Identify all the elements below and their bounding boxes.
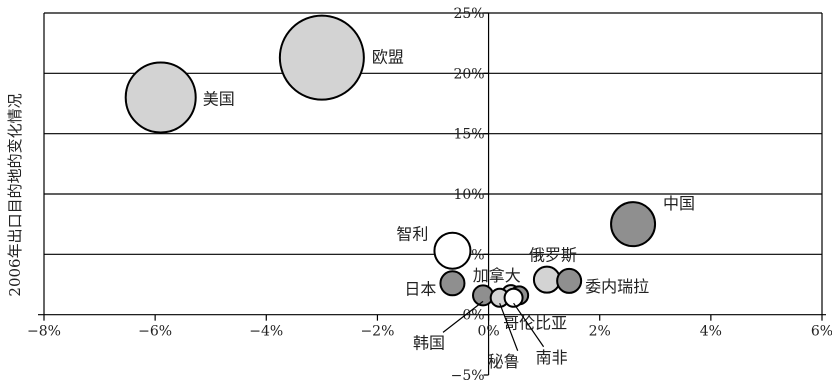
bubble-label: 委内瑞拉 xyxy=(585,277,649,296)
bubble-美国 xyxy=(124,61,197,134)
x-tick-label: 0% xyxy=(477,324,499,340)
bubble-label: 南非 xyxy=(536,348,568,367)
bubble-label: 中国 xyxy=(663,194,695,213)
bubble-南非 xyxy=(503,287,524,308)
leader-line xyxy=(513,302,545,348)
x-tick-label: −4% xyxy=(249,324,283,340)
grid-layer xyxy=(43,12,823,315)
bubble-委内瑞拉 xyxy=(556,267,583,294)
bubble-label: 哥伦比亚 xyxy=(503,313,567,332)
x-tick-label: −6% xyxy=(138,324,172,340)
y-tick-label: 25% xyxy=(453,6,484,22)
leader-line xyxy=(499,302,519,351)
bubble-欧盟 xyxy=(278,14,365,101)
y-axis-title: 2006年出口目的地的变化情况 xyxy=(6,93,24,296)
bubble-label: 美国 xyxy=(203,89,235,108)
x-tick-label: 4% xyxy=(700,324,722,340)
bubble-label: 加拿大 xyxy=(473,266,521,285)
bubble-日本 xyxy=(439,270,466,297)
x-tick-label: −8% xyxy=(27,324,61,340)
bubble-layer xyxy=(124,14,657,308)
bubble-label: 韩国 xyxy=(413,333,445,352)
y-tick-label: 0% xyxy=(462,308,484,324)
bubble-label: 秘鲁 xyxy=(488,352,520,371)
bubble-俄罗斯 xyxy=(532,265,561,294)
bubble-label: 欧盟 xyxy=(372,48,404,67)
bubble-label: 俄罗斯 xyxy=(529,246,577,265)
y-tick-label: 15% xyxy=(453,127,484,143)
x-tick-label: −2% xyxy=(360,324,394,340)
y-tick-label: 10% xyxy=(453,187,484,203)
bubble-中国 xyxy=(610,201,657,248)
axis-layer: −8% −6% −4% −2% 0% 2% 4% 6%−5%0%5%10%15%20%25% xyxy=(27,6,832,384)
x-tick-label: 2% xyxy=(589,324,611,340)
leader-line xyxy=(442,300,484,333)
bubble-智利 xyxy=(433,231,472,270)
y-tick-label: −5% xyxy=(451,368,485,384)
x-tick-label: 6% xyxy=(811,324,832,340)
bubble-label: 日本 xyxy=(404,279,436,298)
bubble-label: 智利 xyxy=(396,225,428,244)
y-tick-label: 20% xyxy=(453,66,484,82)
